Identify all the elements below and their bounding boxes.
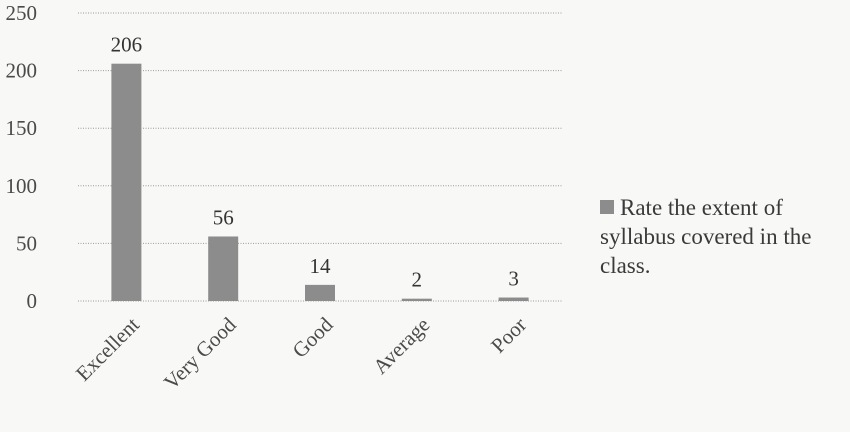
bar-average [401,298,432,301]
y-tick-label-4: 200 [6,59,38,83]
legend-label: Rate the extent of syllabus covered in t… [600,195,812,278]
legend-swatch [600,200,614,214]
bar-poor [498,297,529,301]
bar-very-good [208,236,239,301]
data-label-4: 3 [508,267,519,291]
y-tick-label-2: 100 [6,174,38,198]
y-tick-label-0: 0 [27,289,38,313]
data-label-2: 14 [310,254,332,278]
y-tick-label-1: 50 [16,231,37,255]
x-category-label-3: Average [368,313,434,379]
x-category-label-2: Good [288,312,338,362]
x-category-label-4: Poor [486,313,531,358]
x-category-label-1: Very Good [159,312,241,394]
x-category-label-0: Excellent [71,312,144,385]
bar-good [305,284,335,301]
data-label-1: 56 [213,205,234,229]
data-label-3: 2 [412,268,423,292]
data-label-0: 206 [111,33,143,57]
legend: Rate the extent of syllabus covered in t… [600,193,850,280]
bar-excellent [111,63,142,301]
y-tick-label-3: 150 [6,116,38,140]
y-tick-label-5: 250 [6,1,38,25]
